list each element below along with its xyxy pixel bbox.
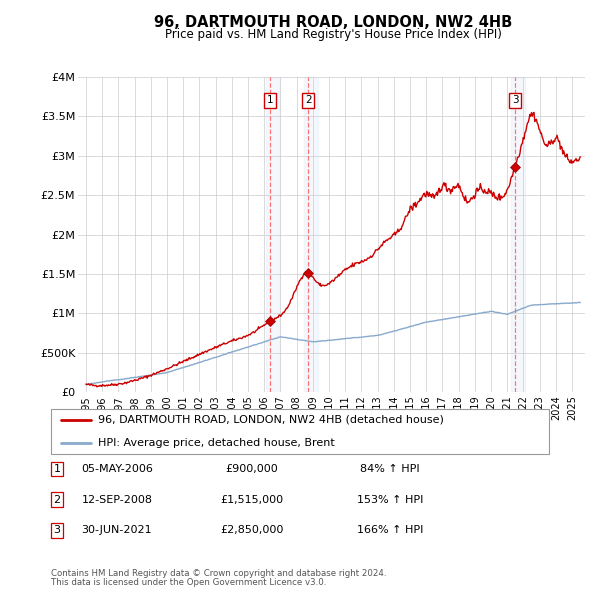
Text: £2,850,000: £2,850,000 bbox=[220, 526, 284, 535]
Text: 05-MAY-2006: 05-MAY-2006 bbox=[81, 464, 153, 474]
Text: 30-JUN-2021: 30-JUN-2021 bbox=[82, 526, 152, 535]
Text: 12-SEP-2008: 12-SEP-2008 bbox=[82, 495, 152, 504]
Text: 84% ↑ HPI: 84% ↑ HPI bbox=[360, 464, 420, 474]
Text: Price paid vs. HM Land Registry's House Price Index (HPI): Price paid vs. HM Land Registry's House … bbox=[164, 28, 502, 41]
Text: 96, DARTMOUTH ROAD, LONDON, NW2 4HB (detached house): 96, DARTMOUTH ROAD, LONDON, NW2 4HB (det… bbox=[98, 415, 444, 425]
Text: 166% ↑ HPI: 166% ↑ HPI bbox=[357, 526, 423, 535]
Text: £900,000: £900,000 bbox=[226, 464, 278, 474]
Text: 3: 3 bbox=[512, 96, 518, 106]
Text: This data is licensed under the Open Government Licence v3.0.: This data is licensed under the Open Gov… bbox=[51, 578, 326, 587]
Bar bbox=[511, 77, 525, 392]
Text: 1: 1 bbox=[266, 96, 273, 106]
Text: Contains HM Land Registry data © Crown copyright and database right 2024.: Contains HM Land Registry data © Crown c… bbox=[51, 569, 386, 578]
Text: 3: 3 bbox=[53, 526, 61, 535]
Text: 1: 1 bbox=[53, 464, 61, 474]
Text: HPI: Average price, detached house, Brent: HPI: Average price, detached house, Bren… bbox=[98, 438, 335, 448]
Text: 96, DARTMOUTH ROAD, LONDON, NW2 4HB: 96, DARTMOUTH ROAD, LONDON, NW2 4HB bbox=[154, 15, 512, 30]
Text: £1,515,000: £1,515,000 bbox=[220, 495, 284, 504]
FancyBboxPatch shape bbox=[50, 409, 550, 454]
Bar bbox=[304, 77, 318, 392]
Text: 2: 2 bbox=[53, 495, 61, 504]
Bar bbox=[266, 77, 280, 392]
Text: 153% ↑ HPI: 153% ↑ HPI bbox=[357, 495, 423, 504]
Text: 2: 2 bbox=[305, 96, 311, 106]
